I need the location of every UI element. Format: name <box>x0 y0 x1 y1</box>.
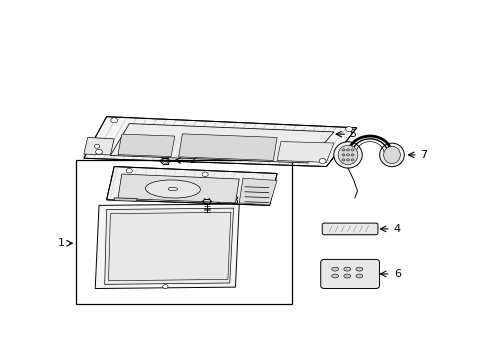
Text: 3: 3 <box>230 196 238 206</box>
FancyBboxPatch shape <box>322 223 377 235</box>
Ellipse shape <box>331 274 338 278</box>
Circle shape <box>202 172 208 176</box>
Circle shape <box>346 149 349 151</box>
Polygon shape <box>239 178 277 205</box>
Bar <box>76 159 292 304</box>
Circle shape <box>319 158 325 163</box>
Circle shape <box>346 159 349 161</box>
Circle shape <box>341 149 344 151</box>
Polygon shape <box>95 204 239 288</box>
Text: 1: 1 <box>58 238 65 248</box>
Text: 6: 6 <box>393 269 400 279</box>
Polygon shape <box>118 134 175 157</box>
Circle shape <box>346 154 349 156</box>
Polygon shape <box>118 174 239 203</box>
Ellipse shape <box>331 267 338 271</box>
Ellipse shape <box>343 274 350 278</box>
Ellipse shape <box>355 274 362 278</box>
Ellipse shape <box>355 267 362 271</box>
Ellipse shape <box>383 146 400 163</box>
Circle shape <box>350 159 353 161</box>
Text: 2: 2 <box>189 156 196 166</box>
Polygon shape <box>277 141 333 162</box>
Circle shape <box>163 285 168 288</box>
Circle shape <box>94 144 100 148</box>
Ellipse shape <box>333 142 362 168</box>
Circle shape <box>350 149 353 151</box>
Text: 5: 5 <box>348 129 355 139</box>
Polygon shape <box>178 134 277 161</box>
Ellipse shape <box>379 143 404 167</box>
Circle shape <box>341 154 344 156</box>
Circle shape <box>341 159 344 161</box>
Circle shape <box>111 118 117 123</box>
FancyBboxPatch shape <box>320 260 379 288</box>
Polygon shape <box>104 208 233 284</box>
Circle shape <box>96 149 102 154</box>
Ellipse shape <box>145 180 200 198</box>
Text: 4: 4 <box>393 224 400 234</box>
Polygon shape <box>84 117 356 167</box>
Circle shape <box>126 168 132 173</box>
Ellipse shape <box>343 267 350 271</box>
Circle shape <box>350 154 353 156</box>
Polygon shape <box>108 212 230 281</box>
Circle shape <box>345 127 352 132</box>
Polygon shape <box>114 198 137 201</box>
Text: 7: 7 <box>420 150 427 160</box>
Polygon shape <box>84 138 114 155</box>
Polygon shape <box>110 123 333 163</box>
Ellipse shape <box>338 145 357 165</box>
Polygon shape <box>106 167 277 205</box>
